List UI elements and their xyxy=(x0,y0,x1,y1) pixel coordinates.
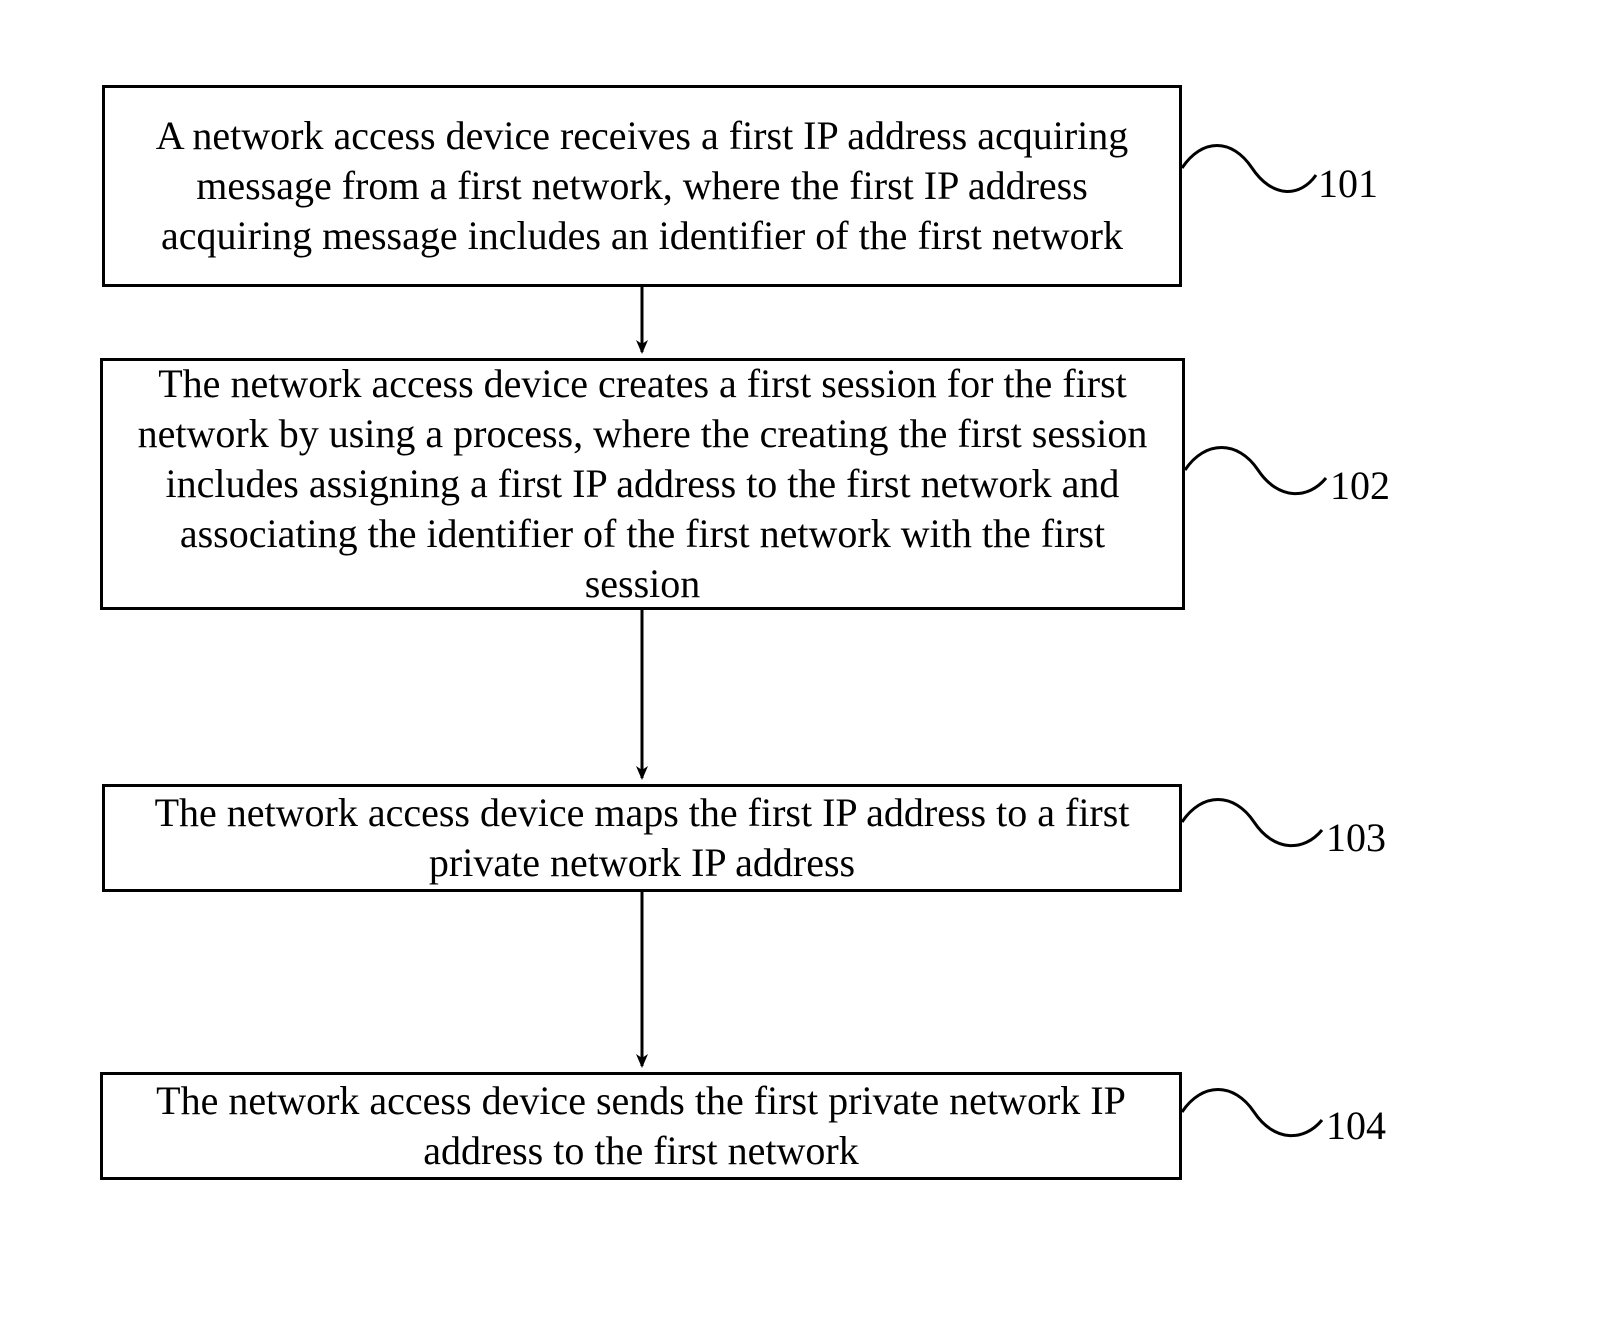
flow-node-103: The network access device maps the first… xyxy=(102,784,1182,892)
squiggle-102 xyxy=(1185,448,1326,494)
squiggle-103 xyxy=(1182,800,1322,846)
ref-label-104: 104 xyxy=(1326,1102,1386,1149)
flow-node-102-text: The network access device creates a firs… xyxy=(121,359,1164,609)
flowchart-canvas: A network access device receives a first… xyxy=(0,0,1620,1341)
squiggle-101 xyxy=(1182,146,1316,192)
flow-node-104: The network access device sends the firs… xyxy=(100,1072,1182,1180)
squiggle-104 xyxy=(1182,1090,1322,1136)
ref-label-101: 101 xyxy=(1318,160,1378,207)
flow-node-103-text: The network access device maps the first… xyxy=(123,788,1161,888)
flow-node-102: The network access device creates a firs… xyxy=(100,358,1185,610)
ref-label-102: 102 xyxy=(1330,462,1390,509)
flow-node-101: A network access device receives a first… xyxy=(102,85,1182,287)
flow-node-104-text: The network access device sends the firs… xyxy=(121,1076,1161,1176)
flow-node-101-text: A network access device receives a first… xyxy=(123,111,1161,261)
ref-label-103: 103 xyxy=(1326,814,1386,861)
